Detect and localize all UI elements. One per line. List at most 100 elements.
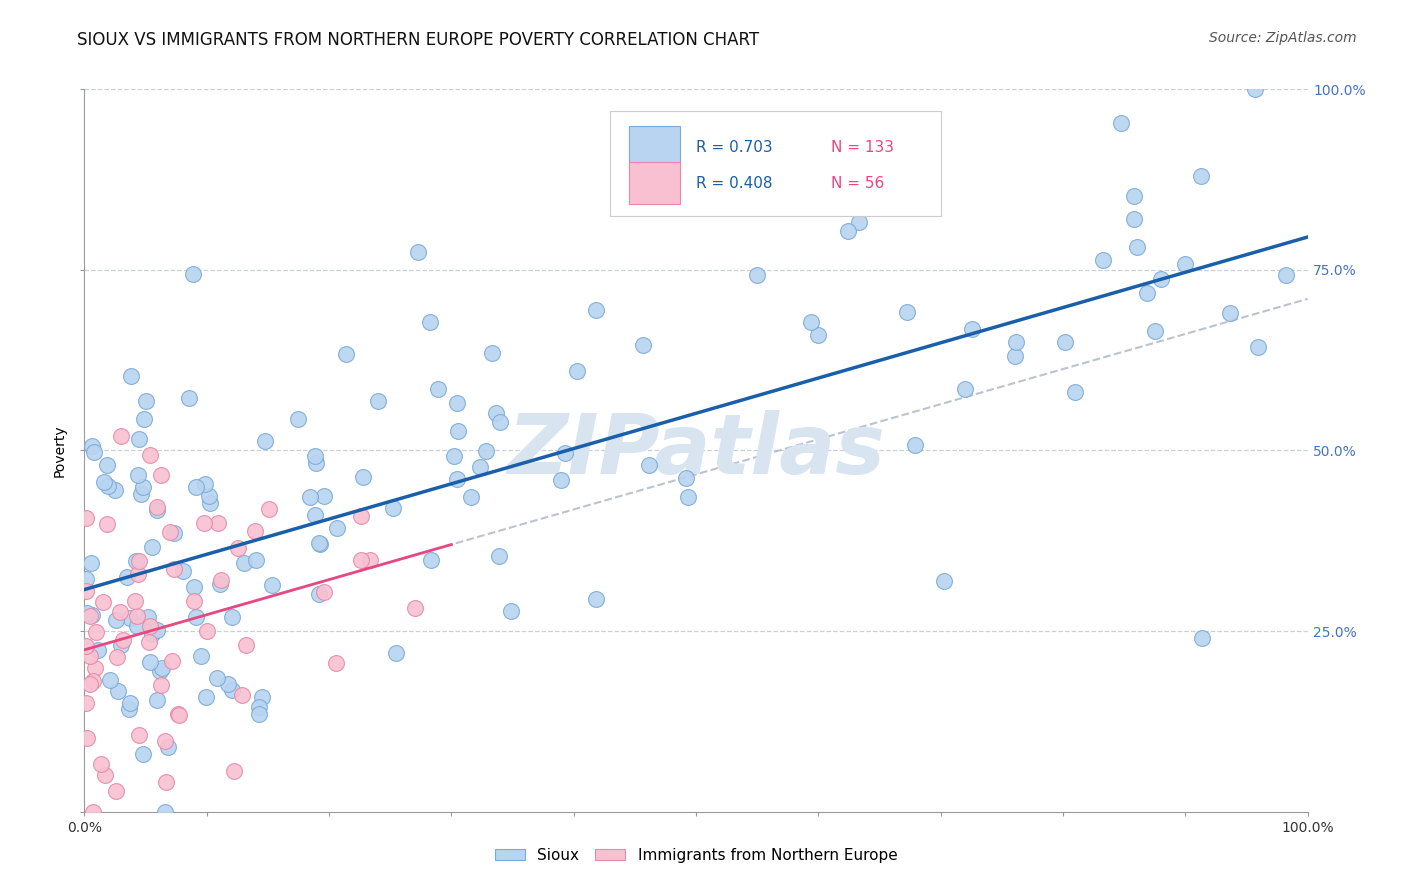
Point: [155, 774, 177, 789]
Point: [146, 693, 169, 707]
Point: [96, 458, 118, 472]
Point: [325, 657, 347, 671]
Point: [382, 500, 405, 515]
Point: [247, 706, 270, 721]
Point: [105, 784, 128, 798]
Point: [97, 479, 120, 493]
Point: [76, 607, 98, 621]
Point: [485, 406, 508, 420]
Point: [181, 268, 204, 282]
Point: [193, 516, 215, 530]
Point: [1125, 240, 1147, 254]
Point: [221, 610, 243, 624]
Point: [146, 503, 169, 517]
Point: [312, 585, 335, 599]
Point: [637, 458, 659, 472]
Point: [125, 554, 148, 568]
Point: [94, 768, 117, 782]
Point: [426, 382, 449, 396]
Text: R = 0.408: R = 0.408: [696, 176, 772, 191]
Text: SIOUX VS IMMIGRANTS FROM NORTHERN EUROPE POVERTY CORRELATION CHART: SIOUX VS IMMIGRANTS FROM NORTHERN EUROPE…: [77, 31, 759, 49]
Point: [550, 474, 572, 488]
Point: [82, 673, 104, 688]
Point: [247, 700, 270, 714]
Point: [98, 673, 121, 688]
Point: [75, 572, 97, 586]
Point: [87, 643, 110, 657]
Point: [1244, 82, 1267, 96]
Point: [82, 608, 104, 623]
Point: [443, 450, 465, 464]
Point: [184, 610, 207, 624]
Point: [675, 471, 697, 485]
Point: [305, 456, 328, 470]
Point: [953, 382, 976, 396]
Point: [1122, 211, 1144, 226]
Point: [179, 391, 201, 405]
Point: [1191, 631, 1213, 645]
Point: [499, 604, 522, 618]
Point: [194, 477, 217, 491]
Point: [79, 648, 101, 663]
Point: [190, 648, 212, 663]
Point: [172, 564, 194, 578]
Point: [195, 690, 218, 704]
Point: [252, 690, 274, 704]
FancyBboxPatch shape: [610, 111, 941, 216]
Point: [105, 650, 128, 665]
Point: [80, 439, 103, 453]
Point: [1150, 271, 1173, 285]
Point: [232, 556, 254, 570]
Point: [904, 438, 927, 452]
Point: [350, 553, 373, 567]
Point: [335, 347, 357, 361]
Point: [118, 611, 141, 625]
Point: [228, 541, 250, 555]
Text: N = 133: N = 133: [831, 139, 894, 154]
Point: [132, 480, 155, 494]
Point: [118, 702, 141, 716]
Point: [183, 594, 205, 608]
Point: [585, 592, 607, 607]
Point: [806, 328, 828, 343]
Point: [128, 728, 150, 742]
Point: [150, 661, 173, 675]
Point: [156, 739, 179, 754]
Point: [75, 583, 97, 598]
Point: [150, 468, 173, 483]
Point: [257, 502, 280, 516]
Point: [198, 496, 221, 510]
Point: [848, 215, 870, 229]
Point: [308, 537, 330, 551]
Point: [184, 480, 207, 494]
Point: [1004, 335, 1026, 350]
Point: [183, 581, 205, 595]
Point: [217, 677, 239, 691]
Point: [1109, 116, 1132, 130]
Point: [253, 434, 276, 448]
FancyBboxPatch shape: [628, 161, 681, 204]
Point: [110, 429, 132, 443]
Point: [419, 315, 441, 329]
Point: [932, 574, 955, 588]
Point: [800, 316, 823, 330]
Point: [446, 396, 468, 410]
Point: [1091, 253, 1114, 268]
Point: [160, 654, 183, 668]
Point: [352, 470, 374, 484]
Point: [167, 708, 190, 723]
Point: [76, 731, 98, 745]
Point: [91, 595, 114, 609]
Point: [231, 688, 253, 702]
Point: [585, 303, 607, 318]
Point: [138, 634, 160, 648]
Point: [111, 632, 134, 647]
Legend: Sioux, Immigrants from Northern Europe: Sioux, Immigrants from Northern Europe: [488, 842, 904, 869]
Point: [1247, 339, 1270, 353]
Point: [82, 805, 104, 819]
Point: [308, 587, 330, 601]
Point: [135, 394, 157, 409]
Point: [1122, 189, 1144, 203]
Y-axis label: Poverty: Poverty: [53, 425, 67, 476]
Point: [167, 706, 190, 721]
